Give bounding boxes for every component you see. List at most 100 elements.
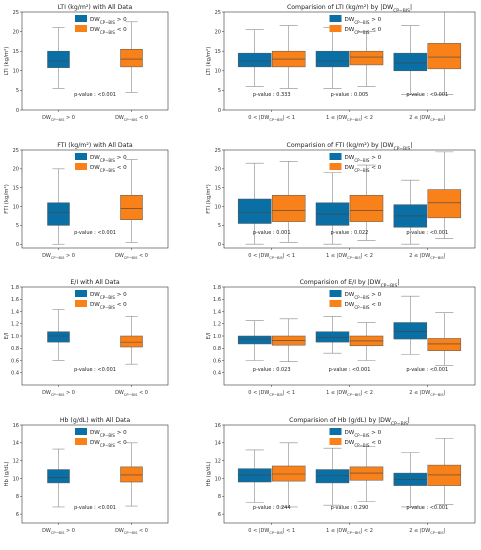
y-axis-label: LTI (kg/m²) (205, 47, 212, 76)
x-tick-label: DWCP−BIS < 0 (115, 115, 148, 122)
box-body (47, 202, 70, 226)
y-tick-label: 10 (215, 204, 221, 210)
y-tick-label: 25 (215, 10, 221, 16)
box-group1 (315, 447, 350, 506)
y-axis-label: Hb (g/dL) (206, 461, 212, 486)
p-value: p-value : <0.001 (406, 505, 448, 511)
y-tick-label: 15 (13, 49, 19, 55)
box-group2 (427, 11, 462, 95)
legend-label-group2: DWCP−BIS < 0 (345, 165, 382, 173)
y-tick-label: 0.4 (11, 371, 19, 377)
x-tick-label: 0 < |DWCP−BIS| < 1 (248, 253, 295, 260)
y-tick-label: 0.8 (213, 346, 221, 352)
box-body (120, 335, 143, 348)
chart-title: E/I with All Data (70, 279, 119, 286)
x-tick-label: 2 ≤ |DWCP−BIS| (409, 115, 446, 122)
y-tick-label: 0 (16, 108, 19, 114)
y-tick-label: 15 (215, 49, 221, 55)
y-tick-label: 15 (215, 185, 221, 191)
box-group2 (349, 164, 384, 241)
x-tick-label: 2 ≤ |DWCP−BIS| (409, 253, 446, 260)
legend-label-group2: DWCP−BIS < 0 (90, 27, 127, 35)
box-group2 (271, 318, 306, 363)
box-group2 (271, 25, 306, 89)
box-group1 (393, 295, 428, 355)
box-body (349, 194, 384, 222)
p-value: p-value : <0.001 (406, 367, 448, 373)
legend-label-group1: DWCP−BIS > 0 (90, 155, 127, 163)
box-body (47, 50, 70, 68)
y-tick-label: 12 (13, 458, 19, 464)
box-group2 (427, 151, 462, 239)
box-group1 (393, 179, 428, 245)
box-group1 (393, 452, 428, 508)
chart-hb-compare: Comparision of Hb (g/dL) by |DWCP−BIS| 6 8… (206, 417, 476, 535)
x-tick-label: DWCP−BIS < 0 (115, 253, 148, 260)
y-tick-label: 10 (13, 204, 19, 210)
y-tick-label: 1.6 (213, 297, 221, 303)
x-tick-label: 1 ≤ |DWCP−BIS| < 2 (326, 390, 373, 397)
legend-swatch-group2 (75, 438, 87, 445)
legend-label-group2: DWCP−BIS < 0 (345, 302, 382, 310)
y-tick-label: 14 (215, 441, 221, 447)
y-tick-label: 16 (215, 423, 221, 429)
y-tick-label: 0.6 (213, 358, 221, 364)
p-value: p-value : <0.001 (329, 367, 371, 373)
box-body (237, 468, 272, 483)
y-tick-label: 20 (215, 167, 221, 173)
x-tick-label: DWCP−BIS > 0 (42, 115, 75, 122)
box-group2 (120, 21, 143, 93)
box-group2 (427, 438, 462, 505)
y-tick-label: 20 (215, 29, 221, 35)
legend-swatch-group2 (329, 163, 342, 170)
x-tick-label: DWCP−BIS < 0 (115, 390, 148, 397)
chart-ei-compare: Comparision of E/I by |DWCP−BIS| 0.4 0.6 0.… (206, 279, 476, 397)
box-body (47, 331, 70, 343)
box-group2 (349, 446, 384, 502)
p-value: p-value : 0.022 (331, 230, 369, 236)
y-tick-label: 6 (218, 512, 221, 518)
p-value: p-value : 0.001 (253, 230, 291, 236)
y-tick-label: 6 (16, 512, 19, 518)
legend-swatch-group1 (329, 290, 342, 297)
y-tick-label: 1.4 (11, 309, 19, 315)
y-tick-label: 5 (16, 88, 19, 94)
y-tick-label: 16 (13, 423, 19, 429)
box-body (237, 335, 272, 345)
y-tick-label: 10 (13, 69, 19, 75)
legend-swatch-group1 (75, 428, 87, 435)
legend-label-group1: DWCP−BIS > 0 (345, 430, 382, 438)
x-tick-label: 2 ≤ |DWCP−BIS| (409, 390, 446, 397)
box-group1 (315, 172, 350, 245)
box-group1 (47, 448, 70, 508)
box-body (427, 338, 462, 351)
legend-swatch-group1 (75, 290, 87, 297)
p-value: p-value : 0.333 (253, 92, 291, 98)
legend-swatch-group1 (329, 428, 342, 435)
y-tick-label: 0.4 (213, 371, 221, 377)
p-value: p-value : <0.001 (74, 367, 116, 373)
box-body (427, 189, 462, 219)
box-body (349, 50, 384, 66)
box-body (120, 48, 143, 68)
x-tick-label: DWCP−BIS < 0 (115, 528, 148, 535)
box-body (349, 466, 384, 481)
box-body (47, 469, 70, 484)
box-group2 (271, 442, 306, 508)
chart-lti-compare: Comparision of LTI (kg/m²) by |DWCP−BIS|… (205, 4, 476, 122)
legend-label-group1: DWCP−BIS > 0 (90, 292, 127, 300)
y-tick-label: 25 (13, 10, 19, 16)
box-body (271, 465, 306, 482)
y-tick-label: 10 (13, 476, 19, 482)
box-group1 (315, 27, 350, 89)
y-tick-label: 0 (218, 242, 221, 248)
y-tick-label: 8 (16, 494, 19, 500)
legend-swatch-group2 (75, 163, 87, 170)
y-tick-label: 25 (13, 148, 19, 154)
box-body (315, 50, 350, 68)
y-axis-label: E/I (206, 332, 212, 339)
p-value: p-value : <0.001 (74, 92, 116, 98)
y-tick-label: 0.6 (11, 358, 19, 364)
box-body (237, 198, 272, 224)
chart-title: LTI (kg/m²) with All Data (58, 4, 133, 11)
